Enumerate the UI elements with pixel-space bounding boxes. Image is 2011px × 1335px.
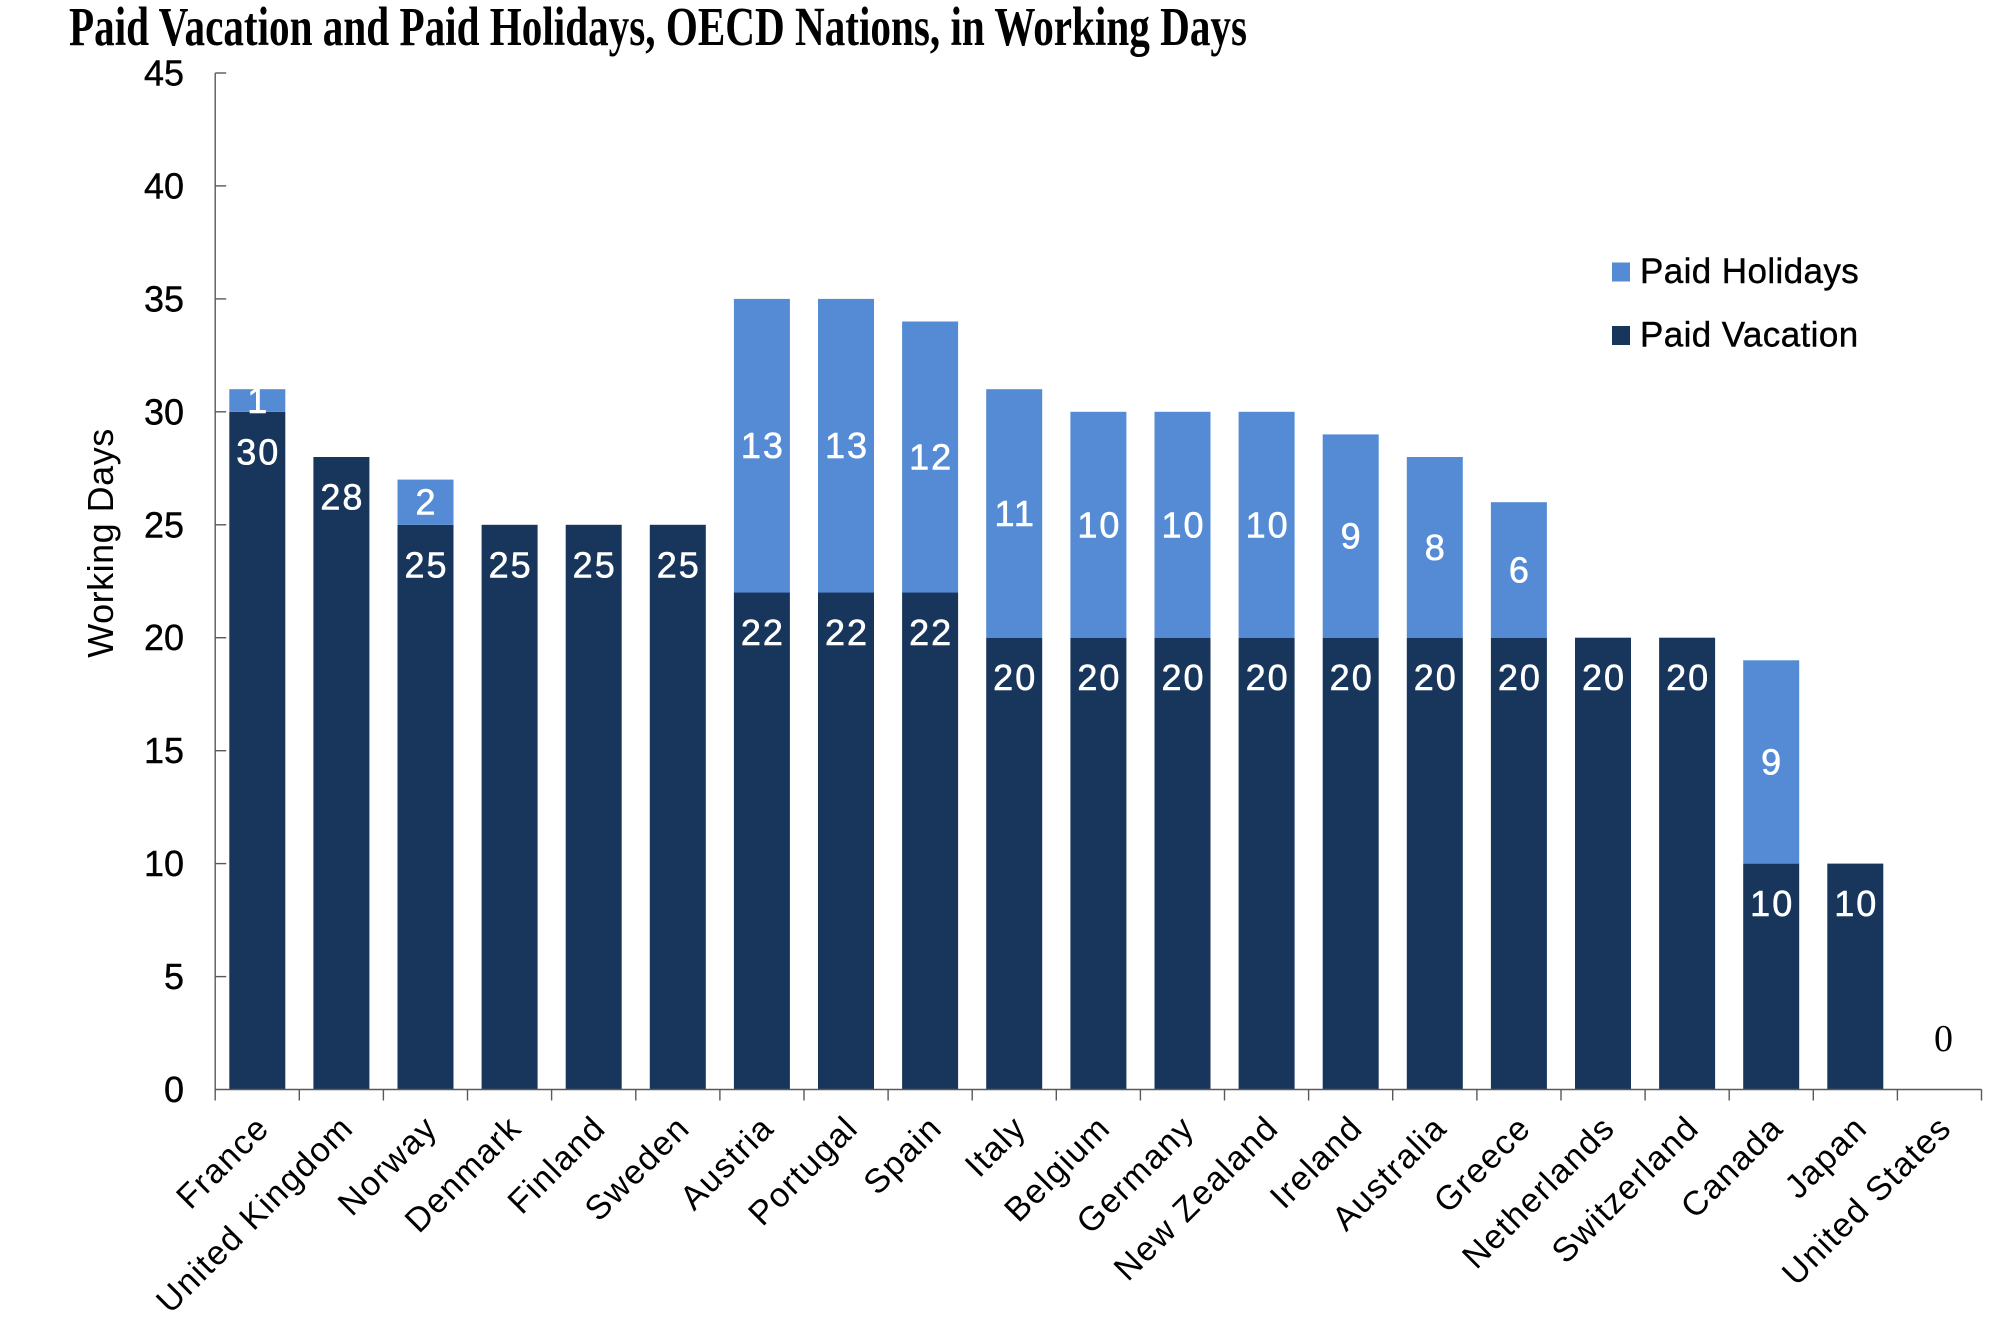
svg-text:13: 13	[825, 425, 869, 466]
svg-text:20: 20	[1077, 657, 1121, 698]
svg-text:40: 40	[144, 165, 184, 206]
svg-text:12: 12	[909, 437, 953, 478]
svg-text:9: 9	[1761, 742, 1781, 783]
svg-text:22: 22	[909, 612, 953, 653]
svg-text:20: 20	[1161, 657, 1205, 698]
svg-text:Paid Holidays: Paid Holidays	[1640, 252, 1859, 291]
svg-text:10: 10	[1246, 504, 1290, 545]
svg-text:20: 20	[1582, 657, 1626, 698]
svg-text:25: 25	[404, 544, 448, 585]
svg-text:Paid Vacation and Paid Holiday: Paid Vacation and Paid Holidays, OECD Na…	[69, 0, 1247, 57]
svg-text:0: 0	[164, 1069, 184, 1110]
svg-text:10: 10	[1077, 504, 1121, 545]
svg-text:25: 25	[489, 544, 533, 585]
svg-text:28: 28	[320, 477, 364, 518]
svg-text:25: 25	[144, 504, 184, 545]
svg-text:20: 20	[993, 657, 1037, 698]
svg-text:20: 20	[1246, 657, 1290, 698]
svg-text:0: 0	[1934, 1018, 1953, 1060]
svg-text:10: 10	[1834, 883, 1878, 924]
svg-text:20: 20	[144, 617, 184, 658]
svg-text:15: 15	[144, 730, 184, 771]
svg-text:1: 1	[247, 380, 267, 421]
svg-text:20: 20	[1666, 657, 1710, 698]
svg-text:2: 2	[415, 482, 435, 523]
svg-text:45: 45	[144, 53, 184, 94]
svg-text:6: 6	[1509, 550, 1529, 591]
svg-text:5: 5	[164, 956, 184, 997]
svg-text:25: 25	[573, 544, 617, 585]
svg-text:25: 25	[657, 544, 701, 585]
svg-text:9: 9	[1341, 516, 1361, 557]
svg-text:35: 35	[144, 278, 184, 319]
svg-text:10: 10	[1161, 504, 1205, 545]
svg-text:20: 20	[1330, 657, 1374, 698]
svg-text:13: 13	[741, 425, 785, 466]
svg-text:20: 20	[1414, 657, 1458, 698]
svg-text:30: 30	[236, 431, 280, 472]
svg-text:10: 10	[1750, 883, 1794, 924]
svg-text:Working Days: Working Days	[80, 428, 121, 657]
svg-text:Paid Vacation: Paid Vacation	[1640, 316, 1859, 355]
svg-text:11: 11	[995, 493, 1036, 534]
svg-text:8: 8	[1425, 527, 1445, 568]
svg-text:10: 10	[144, 843, 184, 884]
svg-text:22: 22	[825, 612, 869, 653]
svg-text:20: 20	[1498, 657, 1542, 698]
svg-text:22: 22	[741, 612, 785, 653]
svg-text:30: 30	[144, 391, 184, 432]
